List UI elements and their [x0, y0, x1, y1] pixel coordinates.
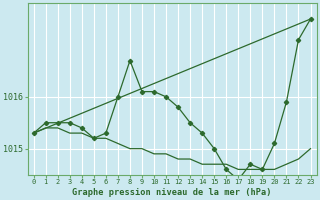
X-axis label: Graphe pression niveau de la mer (hPa): Graphe pression niveau de la mer (hPa)	[72, 188, 272, 197]
